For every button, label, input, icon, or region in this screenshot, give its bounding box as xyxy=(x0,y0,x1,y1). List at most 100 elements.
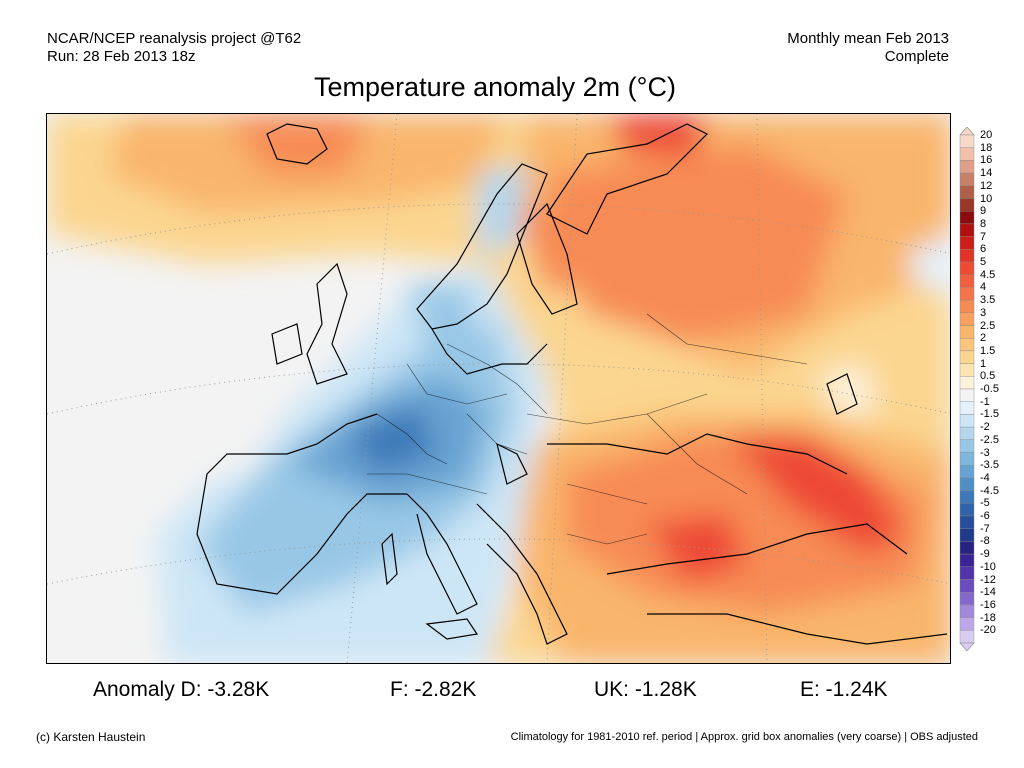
colorbar-tick-label: 8 xyxy=(980,217,987,230)
anomaly-stats: Anomaly D: -3.28K F: -2.82K UK: -1.28K E… xyxy=(0,678,1024,708)
copyright: (c) Karsten Haustein xyxy=(36,730,146,744)
colorbar-tick-label: -7 xyxy=(980,522,990,535)
colorbar-tick-label: 2 xyxy=(980,332,987,345)
colorbar-tick-label: 16 xyxy=(980,154,993,167)
colorbar-tick-label: -2 xyxy=(980,421,990,434)
colorbar-tick-label: -0.5 xyxy=(980,383,999,395)
run-label: Run: 28 Feb 2013 18z xyxy=(47,48,196,65)
colorbar-swatch xyxy=(959,325,975,339)
colorbar-swatch xyxy=(959,210,975,225)
colorbar-swatch xyxy=(959,350,975,364)
anomaly-field xyxy=(47,114,950,663)
colorbar-tick-label: -3 xyxy=(980,446,990,459)
colorbar-swatch xyxy=(959,299,975,314)
colorbar-swatch xyxy=(959,134,975,148)
map-title: Temperature anomaly 2m (°C) xyxy=(314,72,676,102)
colorbar-swatch xyxy=(959,528,975,542)
colorbar-tick-label: -20 xyxy=(980,624,996,637)
colorbar-swatch xyxy=(959,477,975,491)
colorbar-swatch xyxy=(959,503,975,517)
colorbar-tick-label: 12 xyxy=(980,179,993,192)
colorbar-tick-label: 20 xyxy=(980,129,993,141)
colorbar-swatch xyxy=(959,617,975,631)
colorbar-swatch xyxy=(959,604,975,618)
colorbar-swatch xyxy=(959,439,975,453)
colorbar-swatch xyxy=(959,414,975,428)
colorbar-swatch xyxy=(959,147,975,161)
colorbar-swatch xyxy=(959,363,975,377)
colorbar-tick-label: -2.5 xyxy=(980,433,999,446)
colorbar-tick-label: -4.5 xyxy=(980,484,999,497)
header-left: NCAR/NCEP reanalysis project @T62 Run: 2… xyxy=(47,30,301,66)
colorbar-swatch xyxy=(959,515,975,529)
colorbar-swatch xyxy=(959,630,975,644)
colorbar-swatch xyxy=(959,185,975,199)
colorbar-swatch xyxy=(959,426,975,441)
colorbar-swatch xyxy=(959,579,975,593)
colorbar-tick-label: -12 xyxy=(980,573,996,586)
colorbar-swatch xyxy=(959,592,975,606)
colorbar-swatch xyxy=(959,312,975,326)
colorbar-tick-label: 4 xyxy=(980,281,987,294)
colorbar-tick-label: -8 xyxy=(980,535,990,548)
graticule xyxy=(47,114,950,663)
colorbar-top-arrow xyxy=(959,127,975,136)
colorbar-tick-label: -6 xyxy=(980,510,990,522)
colorbar-tick-label: 4.5 xyxy=(980,268,996,281)
stat-d: Anomaly D: -3.28K xyxy=(93,678,270,701)
colorbar-swatch xyxy=(959,566,975,580)
colorbar-swatch xyxy=(959,261,975,275)
colorbar-tick-label: 7 xyxy=(980,230,987,243)
colorbar-tick-label: -1 xyxy=(980,395,990,408)
footnote: Climatology for 1981-2010 ref. period | … xyxy=(510,731,978,743)
colorbar-tick-label: -14 xyxy=(980,586,996,599)
colorbar-swatch xyxy=(959,376,975,390)
colorbar xyxy=(959,127,975,651)
colorbar-swatch xyxy=(959,274,975,288)
colorbar-tick-label: -4 xyxy=(980,471,990,484)
colorbar-tick-label: 3 xyxy=(980,306,987,319)
colorbar-tick-label: 1.5 xyxy=(980,344,996,357)
colorbar-swatch xyxy=(959,553,975,568)
colorbar-swatch xyxy=(959,452,975,466)
colorbar-swatch xyxy=(959,223,975,237)
colorbar-tick-label: -9 xyxy=(980,548,990,561)
anomaly-map-canvas xyxy=(47,114,950,663)
period-label: Monthly mean Feb 2013 xyxy=(787,30,949,47)
colorbar-tick-label: -5 xyxy=(980,497,990,510)
colorbar-tick-label: 2.5 xyxy=(980,319,996,332)
colorbar-swatch xyxy=(959,236,975,250)
colorbar-swatch xyxy=(959,465,975,479)
colorbar-tick-label: 14 xyxy=(980,167,993,180)
colorbar-tick-label: -10 xyxy=(980,560,996,573)
coastlines xyxy=(196,123,948,645)
colorbar-swatch xyxy=(959,337,975,352)
colorbar-swatch xyxy=(959,160,975,174)
colorbar-tick-label: 3.5 xyxy=(980,294,996,307)
model-label: NCAR/NCEP reanalysis project @T62 xyxy=(47,30,302,47)
colorbar-swatch xyxy=(959,172,975,186)
colorbar-swatch xyxy=(959,541,975,555)
colorbar-swatch xyxy=(959,198,975,212)
colorbar-swatch xyxy=(959,287,975,301)
colorbar-tick-label: 6 xyxy=(980,243,987,256)
colorbar-tick-label: 10 xyxy=(980,192,993,205)
colorbar-swatch xyxy=(959,388,975,402)
colorbar-bottom-arrow xyxy=(959,642,975,651)
stat-e: E: -1.24K xyxy=(800,678,888,701)
anomaly-map xyxy=(46,113,951,664)
colorbar-tick-label: -1.5 xyxy=(980,408,999,421)
colorbar-tick-label: -3.5 xyxy=(980,459,999,472)
colorbar-swatch xyxy=(959,401,975,415)
header-right: Monthly mean Feb 2013 Complete xyxy=(787,30,949,66)
colorbar-swatch xyxy=(959,490,975,504)
colorbar-swatch xyxy=(959,249,975,263)
status-label: Complete xyxy=(884,48,949,65)
colorbar-tick-label: 18 xyxy=(980,141,993,154)
stat-f: F: -2.82K xyxy=(390,678,477,701)
colorbar-tick-label: -18 xyxy=(980,611,996,624)
colorbar-tick-label: 1 xyxy=(980,357,987,370)
colorbar-tick-label: -16 xyxy=(980,598,996,611)
colorbar-tick-label: 9 xyxy=(980,205,987,218)
stat-uk: UK: -1.28K xyxy=(594,678,697,701)
